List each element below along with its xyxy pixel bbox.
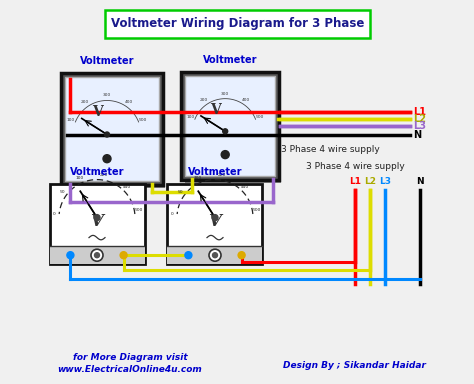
Text: 500: 500 bbox=[253, 207, 262, 212]
Text: for More Diagram visit: for More Diagram visit bbox=[73, 354, 187, 362]
Text: L1: L1 bbox=[413, 107, 426, 117]
Circle shape bbox=[120, 252, 127, 259]
Bar bbox=[49, 184, 145, 264]
Text: 100: 100 bbox=[194, 176, 202, 180]
Text: L2: L2 bbox=[364, 177, 376, 186]
Text: 500: 500 bbox=[256, 116, 264, 119]
Circle shape bbox=[209, 249, 221, 261]
Text: 220: 220 bbox=[218, 173, 226, 177]
Circle shape bbox=[223, 129, 228, 134]
Circle shape bbox=[94, 215, 100, 220]
Text: Voltmeter: Voltmeter bbox=[70, 167, 124, 177]
Text: 400: 400 bbox=[125, 100, 133, 104]
Text: V: V bbox=[91, 106, 102, 119]
Bar bbox=[49, 247, 145, 264]
Text: 220: 220 bbox=[100, 173, 108, 177]
Circle shape bbox=[185, 252, 192, 259]
Bar bbox=[65, 77, 159, 181]
Text: 100: 100 bbox=[67, 118, 75, 122]
Bar bbox=[61, 73, 163, 185]
Text: 440: 440 bbox=[241, 185, 249, 189]
Text: V: V bbox=[210, 103, 221, 117]
Text: 300: 300 bbox=[221, 92, 229, 96]
Circle shape bbox=[91, 249, 103, 261]
Text: 3 Phase 4 wire supply: 3 Phase 4 wire supply bbox=[281, 145, 379, 154]
Circle shape bbox=[67, 252, 74, 259]
Bar bbox=[185, 77, 281, 183]
Text: 500: 500 bbox=[139, 118, 147, 122]
Circle shape bbox=[103, 155, 111, 163]
Text: 50: 50 bbox=[177, 190, 183, 194]
Text: L3: L3 bbox=[379, 177, 391, 186]
Text: L1: L1 bbox=[349, 177, 361, 186]
Text: L2: L2 bbox=[413, 114, 426, 124]
Text: 100: 100 bbox=[186, 116, 194, 119]
Text: V: V bbox=[209, 213, 221, 230]
Circle shape bbox=[212, 253, 218, 258]
Text: 0: 0 bbox=[171, 212, 173, 215]
Text: 50: 50 bbox=[59, 190, 65, 194]
Text: 100: 100 bbox=[76, 176, 84, 180]
Bar bbox=[181, 72, 279, 180]
Text: Voltmeter: Voltmeter bbox=[80, 56, 134, 66]
Circle shape bbox=[221, 151, 229, 159]
Text: 500: 500 bbox=[135, 207, 144, 212]
Text: 200: 200 bbox=[81, 100, 89, 104]
Text: V: V bbox=[91, 213, 103, 230]
Text: 400: 400 bbox=[242, 98, 250, 102]
Bar bbox=[105, 10, 370, 38]
Text: 0: 0 bbox=[53, 212, 55, 215]
Circle shape bbox=[94, 253, 100, 258]
Circle shape bbox=[212, 215, 218, 220]
Text: Voltmeter: Voltmeter bbox=[188, 167, 242, 177]
Bar bbox=[167, 184, 263, 264]
Circle shape bbox=[238, 252, 245, 259]
Text: Design By ; Sikandar Haidar: Design By ; Sikandar Haidar bbox=[283, 361, 427, 371]
Text: N: N bbox=[413, 130, 421, 140]
Text: 440: 440 bbox=[123, 185, 131, 189]
Circle shape bbox=[104, 132, 109, 137]
Text: Voltmeter: Voltmeter bbox=[203, 55, 257, 65]
Text: N: N bbox=[416, 177, 424, 186]
Bar bbox=[185, 76, 275, 176]
Text: Voltmeter Wiring Diagram for 3 Phase: Voltmeter Wiring Diagram for 3 Phase bbox=[111, 18, 364, 30]
Bar bbox=[167, 247, 263, 264]
Text: 3 Phase 4 wire supply: 3 Phase 4 wire supply bbox=[306, 162, 404, 171]
Text: L3: L3 bbox=[413, 121, 426, 131]
Text: 300: 300 bbox=[103, 93, 111, 98]
Text: www.ElectricalOnline4u.com: www.ElectricalOnline4u.com bbox=[58, 366, 202, 374]
Bar bbox=[65, 78, 165, 188]
Text: 200: 200 bbox=[200, 98, 208, 102]
